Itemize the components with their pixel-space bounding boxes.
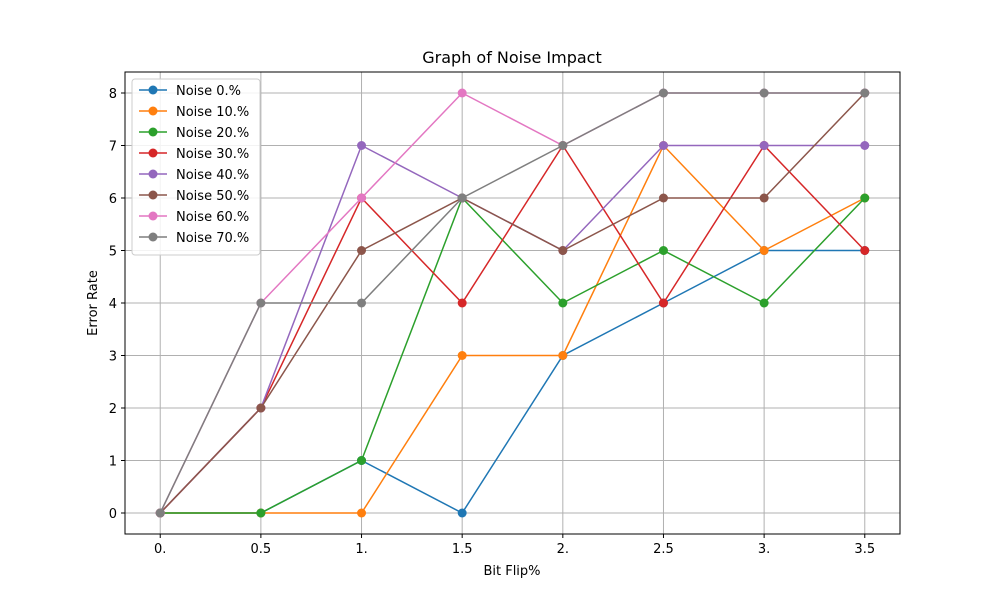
y-tick-label: 6 — [109, 192, 117, 207]
legend-marker — [148, 148, 158, 158]
data-point — [759, 141, 769, 150]
data-point — [658, 193, 668, 203]
data-point — [658, 88, 668, 98]
y-tick-label: 8 — [109, 87, 117, 102]
series-2 — [155, 193, 870, 518]
x-tick-label: 1.5 — [452, 542, 473, 557]
y-tick-label: 5 — [109, 245, 117, 260]
data-point — [759, 193, 769, 203]
axis-ticks: 0. 0.5 1. 1.5 2. 2.5 3. 3.5 0 1 2 3 4 5 6 7 8 — [109, 87, 875, 557]
series-line — [160, 249, 865, 514]
legend-label: Noise 10.% — [176, 105, 249, 120]
legend-label: Noise 50.% — [176, 189, 249, 204]
data-point — [759, 246, 769, 255]
legend-label: Noise 40.% — [176, 168, 249, 183]
data-point — [457, 351, 467, 360]
data-point — [256, 508, 266, 518]
legend-marker — [148, 232, 158, 242]
series-layer — [155, 88, 870, 518]
legend-item: Noise 20.% — [139, 126, 249, 141]
x-tick-label: 0.5 — [251, 542, 272, 557]
series-line — [159, 92, 865, 514]
data-point — [558, 246, 568, 255]
series-0 — [155, 246, 870, 518]
legend-label: Noise 60.% — [176, 210, 249, 225]
data-point — [860, 246, 870, 255]
legend-marker — [148, 127, 158, 137]
data-point — [759, 88, 769, 98]
data-point — [357, 246, 367, 255]
legend-label: Noise 0.% — [176, 84, 241, 99]
data-point — [457, 508, 467, 518]
legend-item: Noise 70.% — [139, 231, 249, 246]
legend-box — [131, 78, 261, 256]
data-point — [860, 88, 870, 98]
y-axis-label: Error Rate — [86, 270, 101, 336]
y-tick-label: 4 — [109, 297, 117, 312]
data-point — [256, 403, 266, 413]
data-point — [658, 141, 668, 150]
y-tick-label: 7 — [109, 140, 117, 155]
x-tick-label: 0. — [154, 542, 166, 557]
data-point — [357, 508, 367, 518]
data-point — [860, 141, 870, 150]
legend-item: Noise 30.% — [139, 147, 249, 162]
data-point — [357, 141, 367, 150]
legend-marker — [148, 190, 158, 200]
legend-label: Noise 30.% — [176, 147, 249, 162]
data-point — [558, 298, 568, 308]
legend-label: Noise 20.% — [176, 126, 249, 141]
data-point — [155, 508, 165, 518]
data-point — [558, 141, 568, 150]
series-line — [160, 196, 866, 514]
legend-marker — [148, 211, 158, 221]
data-point — [457, 298, 467, 308]
legend-item: Noise 0.% — [139, 84, 241, 99]
series-line — [159, 144, 866, 514]
series-line — [159, 144, 865, 514]
data-point — [658, 298, 668, 308]
x-tick-label: 3. — [758, 542, 770, 557]
data-point — [457, 193, 467, 203]
x-tick-label: 3.5 — [854, 542, 875, 557]
data-point — [457, 88, 467, 98]
series-line — [160, 144, 866, 514]
legend: Noise 0.% Noise 10.% Noise 20.% Noise 30.% N… — [131, 78, 261, 256]
y-tick-label: 2 — [109, 402, 117, 417]
series-7 — [155, 88, 870, 518]
legend-marker — [148, 85, 158, 95]
data-point — [357, 456, 367, 465]
plot-frame — [124, 71, 901, 535]
y-tick-label: 1 — [109, 455, 117, 470]
y-tick-label: 0 — [109, 507, 117, 522]
legend-marker — [148, 106, 158, 116]
chart-title: Graph of Noise Impact — [422, 48, 601, 67]
x-tick-label: 2. — [557, 542, 569, 557]
legend-item: Noise 10.% — [139, 105, 249, 120]
legend-item: Noise 40.% — [139, 168, 249, 183]
data-point — [658, 246, 668, 255]
data-point — [759, 298, 769, 308]
x-tick-label: 2.5 — [653, 542, 674, 557]
data-point — [558, 351, 568, 360]
y-tick-label: 3 — [109, 350, 117, 365]
data-point — [357, 298, 367, 308]
series-line — [159, 92, 866, 514]
legend-label: Noise 70.% — [176, 231, 249, 246]
data-point — [860, 193, 870, 203]
legend-item: Noise 50.% — [139, 189, 249, 204]
legend-item: Noise 60.% — [139, 210, 249, 225]
x-axis-label: Bit Flip% — [483, 564, 540, 579]
data-point — [256, 298, 266, 308]
legend-marker — [148, 169, 158, 179]
x-tick-label: 1. — [355, 542, 367, 557]
data-point — [357, 193, 367, 203]
